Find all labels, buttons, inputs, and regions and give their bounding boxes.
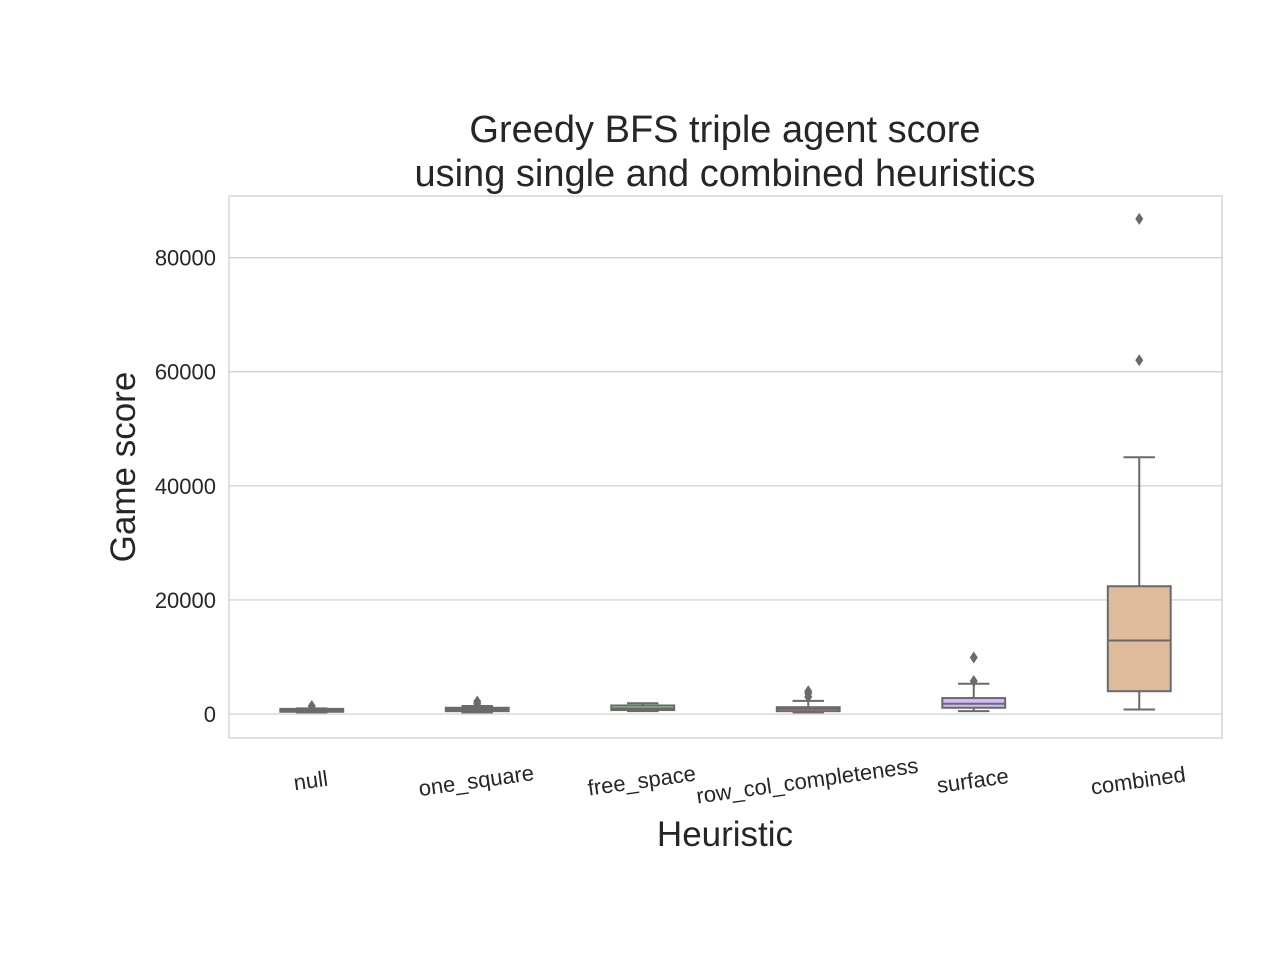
box-combined <box>1106 212 1172 711</box>
outlier-point <box>473 695 482 708</box>
x-tick-label: combined <box>1089 762 1187 800</box>
gridlines <box>229 257 1222 715</box>
outlier-point <box>969 674 978 687</box>
x-tick-labels: null one_square free_spacerow_col_complete… <box>292 753 1187 809</box>
y-tick-label: 20000 <box>155 588 216 613</box>
plot-frame <box>228 195 1223 739</box>
plot-background <box>229 196 1222 738</box>
y-tick-label: 80000 <box>155 246 216 271</box>
chart-title-line-1: Greedy BFS triple agent score <box>469 109 980 151</box>
box-free_space <box>610 702 676 713</box>
y-tick-label: 0 <box>204 702 216 727</box>
x-tick-label: free_space <box>586 761 697 801</box>
x-tick-label: row_col_completeness <box>695 753 920 809</box>
x-tick-label: one_square <box>417 760 536 801</box>
box-null <box>279 700 345 714</box>
box-surface <box>941 651 1007 713</box>
boxes <box>279 212 1172 714</box>
chart-title-line-2: using single and combined heuristics <box>414 153 1035 195</box>
box-row_col_completeness <box>775 685 841 714</box>
x-axis-label: Heuristic <box>657 815 793 854</box>
box-one_square <box>444 695 510 714</box>
y-tick-labels: 0 20000 40000 60000 80000 <box>155 246 216 727</box>
x-tick-label: surface <box>935 763 1010 798</box>
x-tick-label: null <box>292 766 329 796</box>
outlier-point <box>1135 212 1144 225</box>
y-tick-label: 60000 <box>155 360 216 385</box>
box-iqr <box>1106 585 1172 693</box>
y-axis-label: Game score <box>104 372 143 563</box>
outlier-point <box>804 685 813 698</box>
outlier-point <box>1135 354 1144 367</box>
outlier-point <box>307 700 316 713</box>
outlier-point <box>969 651 978 664</box>
y-tick-label: 40000 <box>155 474 216 499</box>
